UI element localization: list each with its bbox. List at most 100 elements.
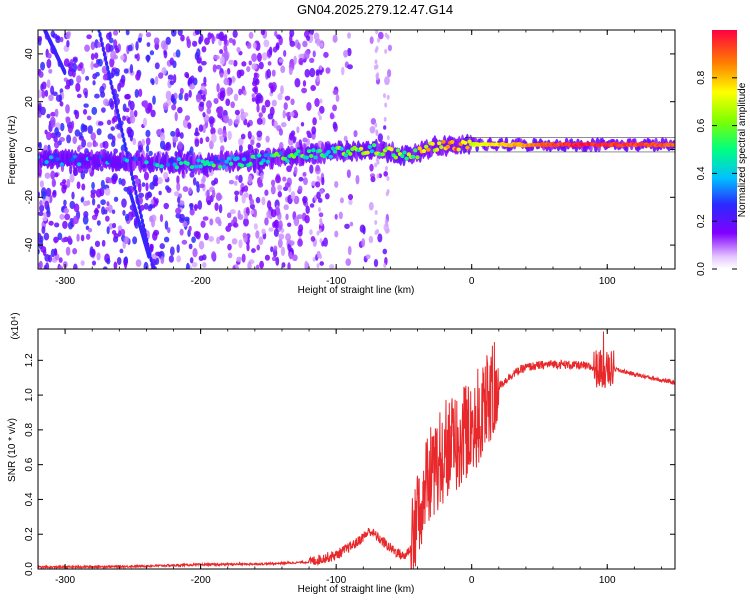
noise-blob — [228, 59, 235, 65]
noise-blob — [387, 69, 392, 78]
noise-blob — [165, 36, 171, 45]
noise-blob — [168, 255, 174, 263]
streak-blob — [103, 55, 108, 62]
noise-blob — [241, 61, 247, 67]
streak-blob — [149, 256, 153, 263]
noise-blob — [270, 185, 276, 195]
noise-blob — [176, 182, 181, 192]
noise-blob — [375, 45, 379, 51]
streak-blob — [116, 113, 121, 120]
noise-blob — [294, 77, 301, 88]
noise-blob — [264, 254, 270, 261]
noise-blob — [87, 228, 93, 233]
noise-blob — [272, 256, 277, 262]
noise-blob — [385, 191, 389, 197]
streak-blob — [102, 50, 107, 57]
noise-blob — [386, 135, 390, 141]
noise-blob — [291, 254, 298, 262]
noise-blob — [278, 128, 283, 136]
noise-blob — [159, 243, 165, 250]
noise-blob — [278, 233, 285, 240]
noise-blob — [218, 31, 225, 41]
streak-blob — [131, 175, 135, 182]
noise-blob — [146, 54, 150, 63]
noise-blob — [302, 177, 308, 186]
noise-blob — [246, 66, 251, 72]
noise-blob — [110, 59, 115, 65]
streak-blob — [100, 41, 104, 48]
noise-blob — [111, 67, 116, 78]
noise-blob — [61, 237, 67, 243]
snr-scale-label: (x10⁴) — [10, 312, 21, 339]
track-core — [330, 146, 336, 151]
x-tick-label: -300 — [55, 575, 75, 586]
noise-blob — [241, 253, 246, 263]
noise-blob — [163, 171, 169, 180]
noise-blob — [309, 229, 313, 236]
noise-blob — [214, 202, 219, 211]
y-tick-label: 40 — [24, 48, 35, 60]
track-core — [369, 149, 375, 154]
track-core — [415, 155, 420, 160]
noise-blob — [108, 204, 113, 214]
noise-blob — [281, 262, 286, 268]
noise-blob — [256, 117, 263, 125]
noise-blob — [325, 67, 331, 74]
noise-blob — [189, 208, 195, 216]
noise-blob — [347, 64, 353, 70]
noise-blob — [44, 253, 50, 262]
track-core — [38, 155, 41, 160]
noise-blob — [385, 222, 389, 228]
noise-blob — [236, 47, 241, 53]
noise-blob — [82, 109, 88, 115]
streak-blob — [119, 122, 123, 129]
noise-blob — [145, 182, 149, 192]
noise-blob — [76, 93, 82, 99]
noise-blob — [65, 31, 71, 40]
noise-blob — [103, 209, 108, 215]
noise-blob — [90, 41, 96, 51]
noise-blob — [161, 67, 167, 76]
track-core — [343, 153, 349, 158]
noise-blob — [67, 221, 74, 230]
noise-blob — [243, 112, 249, 117]
noise-blob — [323, 237, 328, 247]
noise-blob — [216, 83, 220, 93]
noise-blob — [270, 85, 274, 94]
track-core — [395, 148, 401, 153]
noise-blob — [261, 196, 266, 206]
noise-blob — [251, 80, 258, 87]
noise-blob — [80, 197, 84, 203]
noise-blob — [290, 98, 295, 106]
y-tick-label: 1.2 — [24, 353, 35, 367]
noise-blob — [193, 131, 200, 137]
noise-blob — [349, 221, 354, 227]
noise-blob — [227, 243, 232, 251]
streak-blob — [141, 222, 146, 229]
noise-blob — [313, 32, 320, 41]
y-tick-label: -40 — [24, 237, 35, 252]
noise-blob — [90, 61, 94, 70]
noise-blob — [268, 227, 274, 232]
noise-blob — [185, 262, 190, 269]
noise-blob — [165, 90, 172, 101]
noise-blob — [39, 204, 45, 213]
noise-blob — [266, 200, 272, 210]
noise-blob — [226, 67, 231, 75]
track-core — [96, 163, 101, 168]
noise-blob — [179, 132, 184, 139]
noise-blob — [247, 174, 253, 185]
colorbar-tick-label: 0.2 — [696, 214, 707, 228]
x-tick-label: 100 — [599, 276, 616, 287]
noise-blob — [65, 104, 70, 114]
track-core — [224, 159, 229, 164]
noise-blob — [158, 72, 164, 79]
streak-blob — [150, 261, 154, 268]
noise-blob — [186, 38, 192, 49]
noise-blob — [384, 102, 388, 108]
noise-blob — [196, 185, 200, 193]
noise-blob — [383, 171, 389, 177]
streak-blob — [114, 103, 118, 110]
noise-blob — [115, 48, 120, 54]
noise-blob — [150, 198, 155, 205]
